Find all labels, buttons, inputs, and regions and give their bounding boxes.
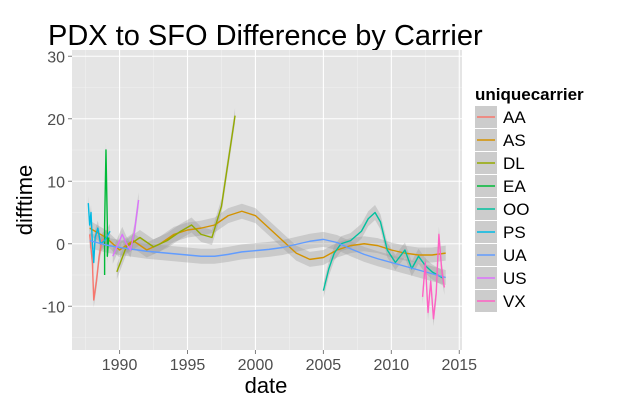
legend-label-ea: EA <box>503 177 526 196</box>
y-tick-label-10: 10 <box>47 174 65 191</box>
legend-label-us: US <box>503 269 527 288</box>
x-tick-label-2005: 2005 <box>306 357 342 374</box>
legend-label-oo: OO <box>503 200 529 219</box>
x-tick-label-2015: 2015 <box>441 357 477 374</box>
legend-label-dl: DL <box>503 154 525 173</box>
x-tick-label-1990: 1990 <box>102 357 138 374</box>
series-line-vx <box>421 233 446 320</box>
series-line-dl <box>116 115 236 273</box>
legend: uniquecarrier AA AS DL EA OO PS UA US VX <box>475 85 584 312</box>
y-tick-label--10: -10 <box>42 299 65 316</box>
chart-title: PDX to SFO Difference by Carrier <box>48 20 483 52</box>
y-tick-label-30: 30 <box>47 49 65 66</box>
y-tick-label-0: 0 <box>56 237 65 254</box>
y-axis-title: difftime <box>12 165 37 236</box>
x-tick-label-2000: 2000 <box>238 357 274 374</box>
x-axis-ticks: 1990 1995 2000 2005 2010 2015 <box>102 350 477 374</box>
legend-label-aa: AA <box>503 108 526 127</box>
grid-minor <box>72 50 462 350</box>
legend-label-vx: VX <box>503 292 526 311</box>
ribbon-us <box>112 192 139 264</box>
legend-items: AA AS DL EA OO PS UA US VX <box>475 106 529 312</box>
series-line-ea <box>103 149 110 275</box>
series-line-us <box>112 199 140 257</box>
legend-label-as: AS <box>503 131 526 150</box>
series-line-ua <box>89 238 446 279</box>
ribbon-dl <box>116 108 236 280</box>
x-axis-title: date <box>245 373 288 398</box>
series-line-oo <box>322 211 444 291</box>
legend-label-ps: PS <box>503 223 526 242</box>
legend-title: uniquecarrier <box>475 85 584 104</box>
x-tick-label-1995: 1995 <box>170 357 206 374</box>
ribbon-oo <box>323 205 443 299</box>
series-line-aa <box>88 234 107 301</box>
plot-panel <box>72 50 462 350</box>
y-axis-ticks: -10 0 10 20 30 <box>42 49 72 316</box>
legend-label-ua: UA <box>503 246 527 265</box>
series-lines <box>87 115 446 320</box>
y-tick-label-20: 20 <box>47 112 65 129</box>
series-line-ps <box>87 203 111 264</box>
x-tick-label-2010: 2010 <box>374 357 410 374</box>
